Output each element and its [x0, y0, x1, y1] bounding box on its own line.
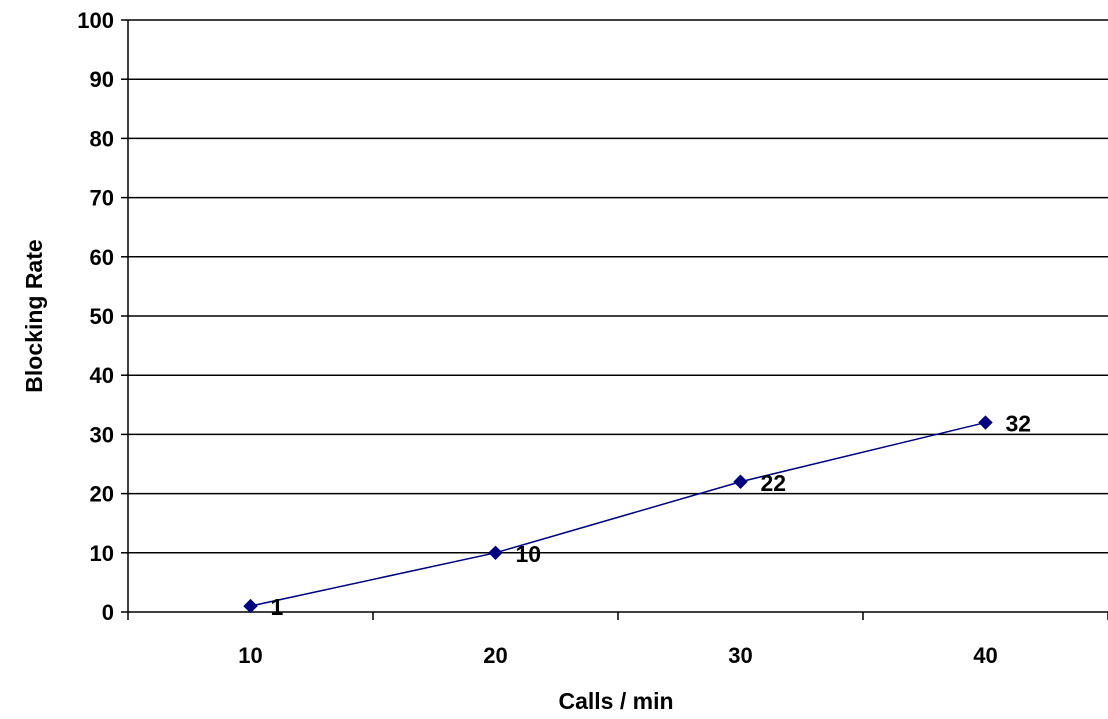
x-tick-label-10: 10 [238, 643, 262, 668]
data-label: 1 [271, 594, 284, 620]
horizontal-gridlines [128, 19, 1108, 554]
data-point-marker [243, 598, 258, 614]
x-tick-label-30: 30 [728, 643, 752, 668]
data-label: 10 [516, 541, 542, 567]
x-tick-labels: 10 20 30 40 [238, 643, 997, 668]
data-label: 32 [1006, 411, 1032, 437]
y-axis-title: Blocking Rate [21, 239, 47, 392]
y-tick-label-90: 90 [90, 67, 114, 92]
x-axis-title: Calls / min [558, 688, 673, 714]
y-tick-label-0: 0 [102, 600, 114, 625]
y-tick-label-30: 30 [90, 422, 114, 447]
y-tick-label-40: 40 [90, 363, 114, 388]
data-point-marker [488, 545, 503, 561]
axes [121, 19, 1108, 620]
y-tick-label-80: 80 [90, 126, 114, 151]
y-tick-label-100: 100 [77, 8, 114, 33]
x-tick-label-40: 40 [973, 643, 997, 668]
data-point-marker [978, 415, 993, 430]
series-line [250, 421, 986, 607]
y-tick-label-70: 70 [90, 186, 114, 211]
data-labels: 1 10 22 32 [271, 411, 1032, 621]
y-tick-label-50: 50 [90, 304, 114, 329]
data-label: 22 [761, 470, 787, 496]
y-tick-label-60: 60 [90, 245, 114, 270]
y-tick-label-10: 10 [90, 541, 114, 566]
y-tick-label-20: 20 [90, 482, 114, 507]
x-tick-label-20: 20 [483, 643, 507, 668]
data-point-marker [733, 474, 748, 489]
series-blocking-rate [243, 415, 993, 614]
y-tick-labels: 0 10 20 30 40 50 60 70 80 90 100 [77, 8, 114, 625]
